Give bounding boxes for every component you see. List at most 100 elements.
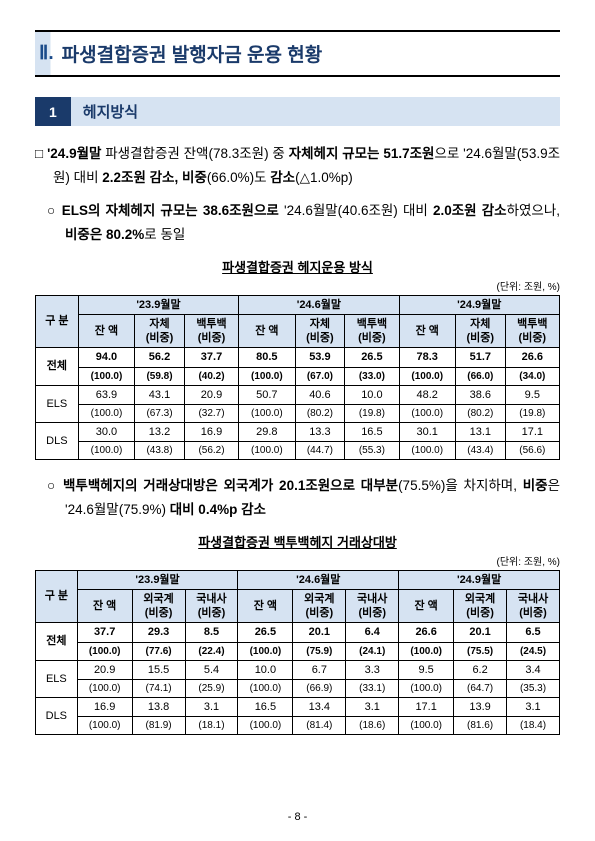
data-cell: 26.6: [399, 623, 454, 642]
pct-cell: (67.0): [295, 367, 345, 385]
th-category: 구 분: [36, 570, 78, 623]
data-cell: 26.5: [238, 623, 293, 642]
pct-cell: (59.8): [135, 367, 185, 385]
pct-cell: (100.0): [399, 680, 454, 698]
data-cell: 37.7: [77, 623, 132, 642]
paragraph-2: ○ ELS의 자체헤지 규모는 38.6조원으로 '24.6월말(40.6조원)…: [35, 199, 560, 246]
page-number: - 8 -: [0, 811, 595, 823]
pct-cell: (100.0): [239, 404, 295, 422]
pct-cell: (80.2): [295, 404, 345, 422]
pct-cell: (100.0): [77, 680, 132, 698]
pct-cell: (100.0): [399, 717, 454, 735]
section-title: 헤지방식: [71, 97, 560, 126]
data-cell: 5.4: [185, 660, 238, 679]
pct-cell: (18.1): [185, 717, 238, 735]
data-cell: 20.9: [184, 385, 238, 404]
data-cell: 30.1: [399, 422, 455, 441]
row-label: DLS: [36, 698, 78, 735]
pct-cell: (100.0): [78, 442, 134, 460]
th-sub: 잔 액: [239, 314, 295, 348]
data-cell: 6.4: [346, 623, 399, 642]
th-sub: 자체(비중): [455, 314, 505, 348]
row-label: DLS: [36, 422, 79, 459]
pct-cell: (19.8): [505, 404, 559, 422]
paragraph-1: □ '24.9월말 파생결합증권 잔액(78.3조원) 중 자체헤지 규모는 5…: [35, 142, 560, 189]
pct-cell: (64.7): [454, 680, 507, 698]
pct-cell: (100.0): [238, 642, 293, 660]
pct-cell: (81.6): [454, 717, 507, 735]
pct-cell: (100.0): [78, 367, 134, 385]
table1-unit: (단위: 조원, %): [35, 278, 560, 293]
data-cell: 53.9: [295, 348, 345, 367]
pct-cell: (67.3): [135, 404, 185, 422]
data-cell: 20.1: [293, 623, 346, 642]
th-sub: 백투백(비중): [184, 314, 238, 348]
pct-cell: (33.0): [345, 367, 399, 385]
data-cell: 40.6: [295, 385, 345, 404]
th-sub: 외국계(비중): [454, 589, 507, 623]
data-cell: 50.7: [239, 385, 295, 404]
pct-cell: (33.1): [346, 680, 399, 698]
pct-cell: (19.8): [345, 404, 399, 422]
data-cell: 13.2: [135, 422, 185, 441]
data-cell: 43.1: [135, 385, 185, 404]
table2-title: 파생결합증권 백투백헤지 거래상대방: [35, 532, 560, 551]
data-cell: 78.3: [399, 348, 455, 367]
th-sub: 국내사(비중): [346, 589, 399, 623]
pct-cell: (100.0): [399, 404, 455, 422]
data-cell: 17.1: [505, 422, 559, 441]
data-cell: 16.5: [345, 422, 399, 441]
data-cell: 3.1: [185, 698, 238, 717]
pct-cell: (100.0): [399, 367, 455, 385]
data-cell: 13.9: [454, 698, 507, 717]
th-sub: 잔 액: [399, 314, 455, 348]
data-cell: 8.5: [185, 623, 238, 642]
data-cell: 6.7: [293, 660, 346, 679]
pct-cell: (75.9): [293, 642, 346, 660]
th-period: '24.6월말: [239, 295, 399, 314]
data-cell: 13.8: [132, 698, 185, 717]
data-cell: 3.1: [507, 698, 560, 717]
data-cell: 20.1: [454, 623, 507, 642]
th-sub: 잔 액: [399, 589, 454, 623]
row-label: ELS: [36, 385, 79, 422]
pct-cell: (100.0): [238, 680, 293, 698]
data-cell: 16.9: [77, 698, 132, 717]
th-period: '23.9월말: [78, 295, 238, 314]
data-cell: 10.0: [238, 660, 293, 679]
pct-cell: (100.0): [77, 642, 132, 660]
data-cell: 10.0: [345, 385, 399, 404]
pct-cell: (55.3): [345, 442, 399, 460]
data-cell: 13.1: [455, 422, 505, 441]
row-label: 전체: [36, 348, 79, 385]
pct-cell: (100.0): [78, 404, 134, 422]
data-cell: 15.5: [132, 660, 185, 679]
pct-cell: (100.0): [399, 642, 454, 660]
pct-cell: (25.9): [185, 680, 238, 698]
hedge-method-table: 구 분 '23.9월말 '24.6월말 '24.9월말 잔 액자체(비중)백투백…: [35, 295, 560, 461]
data-cell: 94.0: [78, 348, 134, 367]
data-cell: 29.3: [132, 623, 185, 642]
pct-cell: (77.6): [132, 642, 185, 660]
pct-cell: (56.2): [184, 442, 238, 460]
th-sub: 잔 액: [238, 589, 293, 623]
pct-cell: (18.4): [507, 717, 560, 735]
data-cell: 6.2: [454, 660, 507, 679]
th-sub: 외국계(비중): [132, 589, 185, 623]
row-label: 전체: [36, 623, 78, 660]
pct-cell: (74.1): [132, 680, 185, 698]
counterparty-table: 구 분 '23.9월말 '24.6월말 '24.9월말 잔 액외국계(비중)국내…: [35, 570, 560, 736]
data-cell: 29.8: [239, 422, 295, 441]
data-cell: 3.4: [507, 660, 560, 679]
data-cell: 13.4: [293, 698, 346, 717]
chapter-title: Ⅱ. 파생결합증권 발행자금 운용 현황: [35, 30, 560, 77]
paragraph-3: ○ 백투백헤지의 거래상대방은 외국계가 20.1조원으로 대부분(75.5%)…: [35, 474, 560, 521]
section-header: 1 헤지방식: [35, 97, 560, 126]
pct-cell: (24.5): [507, 642, 560, 660]
data-cell: 38.6: [455, 385, 505, 404]
th-period: '23.9월말: [77, 570, 238, 589]
data-cell: 17.1: [399, 698, 454, 717]
pct-cell: (34.0): [505, 367, 559, 385]
pct-cell: (32.7): [184, 404, 238, 422]
pct-cell: (81.9): [132, 717, 185, 735]
